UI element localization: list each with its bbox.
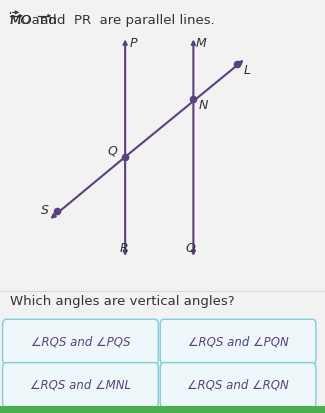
FancyBboxPatch shape: [3, 363, 158, 408]
Text: ∠RQS and ∠MNL: ∠RQS and ∠MNL: [30, 379, 131, 392]
Text: ∠RQS and ∠PQN: ∠RQS and ∠PQN: [188, 335, 289, 348]
FancyBboxPatch shape: [3, 319, 158, 364]
Text: ∠RQS and ∠PQS: ∠RQS and ∠PQS: [31, 335, 130, 348]
Text: S: S: [41, 204, 49, 217]
FancyBboxPatch shape: [160, 363, 316, 408]
Text: M: M: [195, 37, 206, 50]
Text: MO: MO: [10, 14, 32, 27]
Text: ∠RQS and ∠RQN: ∠RQS and ∠RQN: [187, 379, 289, 392]
Text: P: P: [129, 37, 137, 50]
Text: Which angles are vertical angles?: Which angles are vertical angles?: [10, 295, 234, 308]
FancyBboxPatch shape: [160, 319, 316, 364]
Text: R: R: [119, 242, 128, 255]
Text: MO  and  PR  are parallel lines.: MO and PR are parallel lines.: [10, 14, 214, 27]
Text: O: O: [186, 242, 196, 255]
Bar: [0, 406, 325, 413]
Text: L: L: [243, 64, 251, 77]
Text: N: N: [199, 99, 208, 112]
Text: and: and: [10, 14, 61, 27]
Text: Q: Q: [107, 144, 117, 157]
